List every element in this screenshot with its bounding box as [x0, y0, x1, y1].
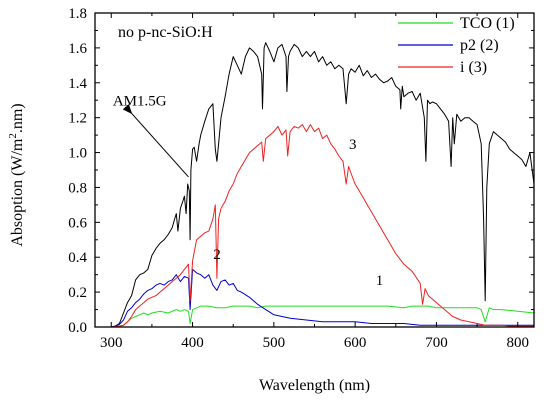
y-tick-label: 0.6 — [68, 215, 87, 231]
y-axis-label: Absoption (W/m2.nm) — [7, 103, 26, 246]
x-tick-label: 300 — [100, 335, 123, 351]
annotation-label: 3 — [349, 137, 357, 153]
legend-label: i (3) — [460, 59, 487, 76]
x-tick-label: 800 — [506, 335, 529, 351]
series-line-i-3 — [95, 124, 534, 327]
axes: 300 400 500 600 700 800 0.0 0.2 0.4 0.6 0.8 1.0 1.2 1… — [68, 6, 535, 351]
y-axis-label-part: .nm) — [9, 103, 26, 133]
annotation-arrow — [122, 104, 189, 178]
chart-subtitle: no p-nc-SiO:H — [118, 24, 213, 41]
x-tick-label: 700 — [425, 335, 448, 351]
y-tick-label: 1.0 — [68, 146, 87, 162]
legend-label: TCO (1) — [460, 15, 515, 32]
x-tick-label: 600 — [344, 335, 367, 351]
y-tick-label: 0.4 — [68, 250, 87, 266]
y-axis-label-sup: 2 — [7, 133, 19, 139]
y-tick-label: 1.4 — [68, 76, 87, 92]
y-tick-label: 0.8 — [68, 180, 87, 196]
y-axis-label-part: Absoption (W/m — [9, 138, 26, 247]
annotation-label: AM1.5G — [113, 93, 167, 109]
y-tick-label: 0.0 — [68, 320, 87, 336]
y-tick-label: 0.2 — [68, 285, 87, 301]
series-line-tco-1 — [95, 305, 534, 327]
x-tick-label: 400 — [181, 335, 204, 351]
x-tick-label: 500 — [263, 335, 286, 351]
series-line-am1-5g — [95, 42, 534, 327]
annotation-label: 1 — [376, 273, 384, 289]
series-line-p2-2 — [95, 268, 534, 327]
annotations: AM1.5G 3 2 1 — [113, 93, 383, 289]
x-axis-label: Wavelength (nm) — [259, 377, 370, 394]
legend: TCO (1) p2 (2) i (3) — [398, 15, 515, 76]
plot-lines — [95, 42, 534, 327]
annotation-label: 2 — [213, 247, 221, 263]
y-tick-label: 1.8 — [68, 6, 87, 22]
y-tick-label: 1.2 — [68, 111, 87, 127]
legend-label: p2 (2) — [460, 37, 499, 54]
y-tick-label: 1.6 — [68, 41, 87, 57]
